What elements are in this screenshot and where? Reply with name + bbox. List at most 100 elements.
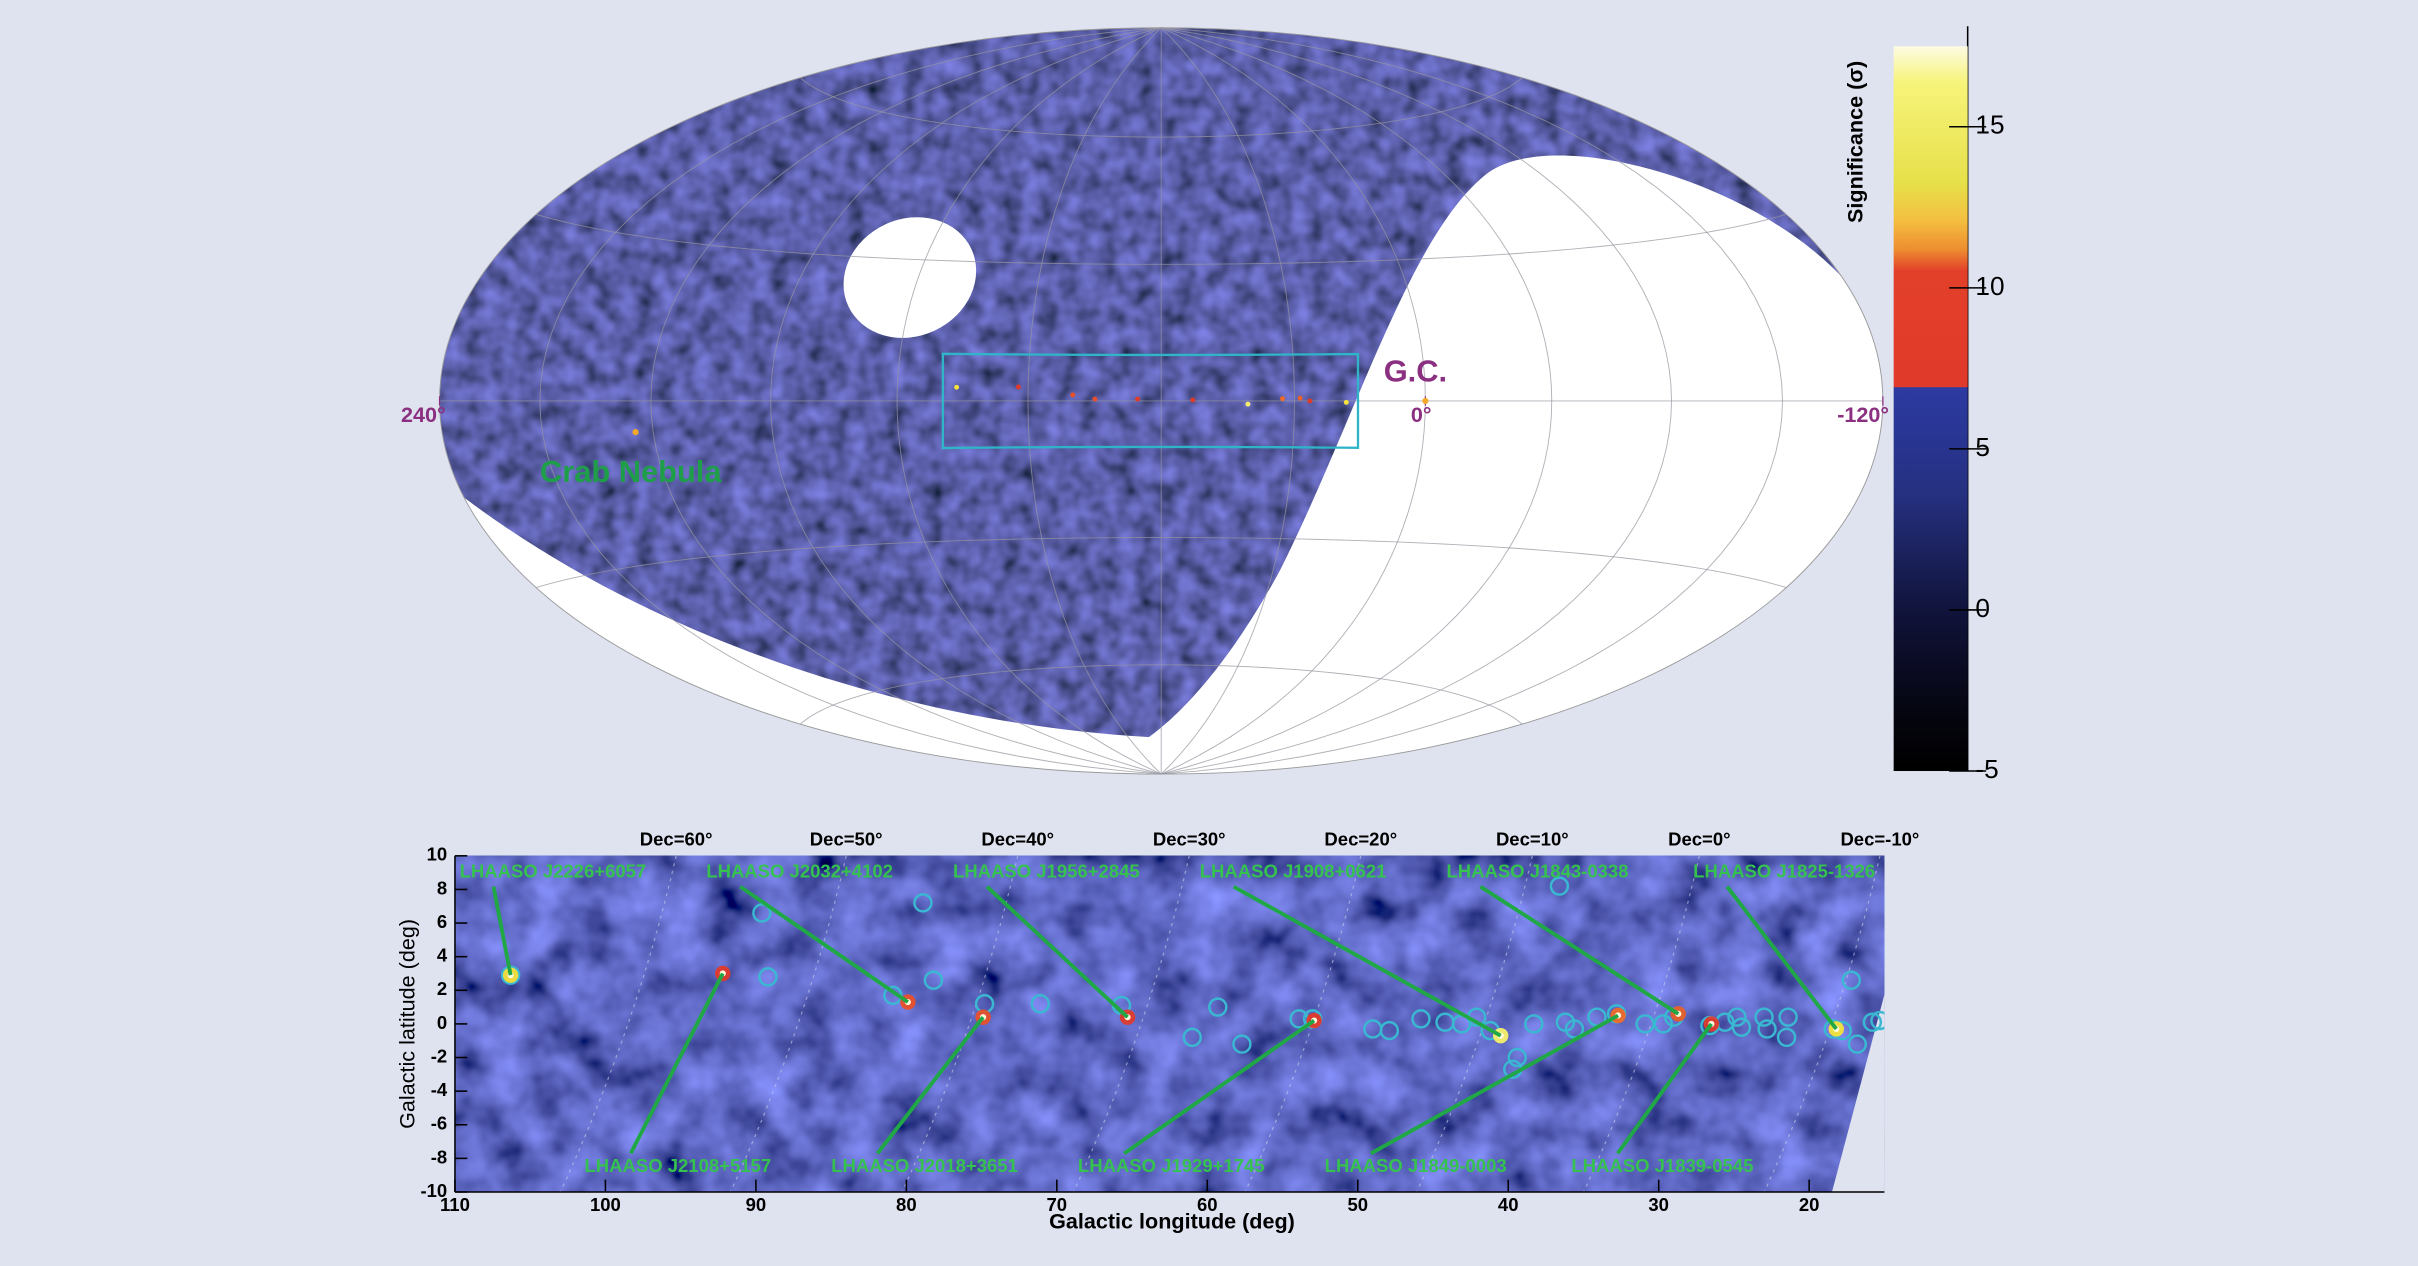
y-tick-label: -10	[420, 1180, 447, 1201]
sky-hotspot	[1092, 396, 1098, 402]
source-leader	[629, 972, 725, 1155]
catalog-source	[1379, 1020, 1400, 1041]
catalog-source	[1776, 1027, 1797, 1048]
dec-label: Dec=20°	[1324, 828, 1397, 849]
catalog-source	[1524, 1014, 1544, 1034]
annotation-label: G.C.	[1384, 353, 1447, 388]
source-leader	[1479, 885, 1680, 1016]
source-label: LHAASO J2032+4102	[706, 861, 893, 882]
y-tick-label: 6	[437, 911, 447, 932]
source-label: LHAASO J2108+5157	[584, 1155, 771, 1176]
x-tick-label: 60	[1197, 1194, 1218, 1215]
catalog-source	[1208, 997, 1228, 1017]
annotation-point	[1422, 397, 1429, 405]
sky-hotspot	[1245, 401, 1251, 407]
source-label: LHAASO J1839-0545	[1571, 1155, 1753, 1176]
parallel	[800, 664, 1523, 725]
catalog-source	[1182, 1027, 1202, 1048]
longitude-label: 240°	[401, 402, 446, 427]
colorbar-tick-label: 10	[1975, 271, 2004, 301]
sky-hotspot	[1297, 395, 1303, 401]
region-box	[941, 352, 1360, 450]
x-tick-label: 20	[1799, 1194, 1820, 1215]
source-label: LHAASO J1843-0338	[1446, 861, 1628, 882]
catalog-source	[1870, 1010, 1885, 1031]
colorbar-tick-label: 0	[1975, 593, 1990, 623]
panel-noise	[454, 855, 1885, 1192]
sky-hotspot	[1015, 384, 1021, 390]
source-leader	[1725, 885, 1838, 1031]
x-tick-label: 100	[590, 1194, 621, 1215]
colorbar: Significance (σ) -5 0 5 10 15	[1842, 26, 2005, 784]
catalog-source	[1507, 1047, 1527, 1068]
x-tick-label: 50	[1347, 1194, 1368, 1215]
catalog-source	[1847, 1034, 1868, 1054]
y-axis-title: Galactic latitude (deg)	[394, 919, 419, 1129]
catalog-source	[1549, 876, 1570, 896]
annotation-point	[632, 429, 639, 436]
colorbar-tick-label: -5	[1975, 754, 1998, 784]
x-tick-label: 70	[1047, 1194, 1068, 1215]
source-label: LHAASO J2226+6057	[460, 861, 647, 882]
catalog-source	[1778, 1007, 1798, 1027]
sky-hotspot	[1135, 396, 1141, 402]
y-tick-label: -4	[431, 1079, 448, 1100]
x-axis-title: Galactic longitude (deg)	[1049, 1209, 1295, 1234]
catalog-source	[913, 893, 933, 913]
catalog-source	[1411, 1009, 1431, 1029]
sky-hotspot	[1343, 399, 1349, 405]
catalog-source	[1754, 1007, 1774, 1027]
source-label: LHAASO J1908+0621	[1200, 861, 1387, 882]
sky-hotspot	[1190, 397, 1196, 403]
x-tick-label: 80	[896, 1194, 917, 1215]
x-tick-label: 110	[440, 1194, 470, 1215]
y-tick-label: -2	[431, 1045, 447, 1066]
source-leader	[1369, 1013, 1620, 1156]
colorbar-tick-label: 5	[1975, 432, 1990, 462]
source-label: LHAASO J1825-1326	[1693, 861, 1875, 882]
y-tick-label: 4	[437, 945, 448, 966]
x-tick-label: 90	[746, 1194, 767, 1215]
parallel	[536, 213, 1787, 265]
sky-grid	[439, 27, 1883, 775]
source-leader	[875, 1015, 985, 1155]
y-tick-label: -6	[431, 1113, 447, 1134]
colorbar-tick-label: 15	[1975, 110, 2004, 140]
y-tick-label: 2	[437, 978, 447, 999]
x-tick-label: 30	[1648, 1194, 1669, 1215]
dec-label: Dec=10°	[1496, 828, 1569, 849]
catalog-source	[1727, 1007, 1747, 1027]
parallel	[536, 537, 1787, 588]
zoom-panel: Galactic longitude (deg) Galactic latitu…	[394, 855, 1885, 1234]
sky-hotspot	[1070, 392, 1076, 398]
catalog-source	[1841, 970, 1862, 990]
dec-label: Dec=40°	[981, 828, 1054, 849]
source-label: LHAASO J1929+1745	[1078, 1155, 1265, 1176]
catalog-source	[1862, 1012, 1883, 1032]
source-leader	[739, 885, 909, 1004]
sky-hotspot	[1280, 396, 1285, 402]
y-tick-label: 10	[427, 844, 448, 865]
longitude-label: -120°	[1837, 402, 1889, 427]
y-tick-label: 8	[437, 877, 447, 898]
catalog-source	[758, 967, 778, 987]
source-label: LHAASO J1956+2845	[953, 861, 1140, 882]
source-leader	[985, 885, 1129, 1019]
catalog-source	[1030, 994, 1050, 1014]
source-leader	[1232, 884, 1502, 1038]
longitude-label: 0°	[1411, 402, 1432, 427]
catalog-source	[1757, 1019, 1777, 1039]
y-tick-label: -8	[431, 1146, 447, 1167]
source-leader	[1616, 1022, 1713, 1155]
dec-label: Dec=0°	[1668, 828, 1730, 849]
catalog-source	[752, 903, 772, 923]
catalog-source	[1731, 1017, 1752, 1037]
y-tick-label: 0	[437, 1012, 447, 1033]
source-leader	[491, 886, 513, 976]
source-label: LHAASO J1849-0003	[1325, 1155, 1507, 1176]
dec-label: Dec=60°	[640, 828, 713, 849]
catalog-source	[1232, 1034, 1252, 1054]
